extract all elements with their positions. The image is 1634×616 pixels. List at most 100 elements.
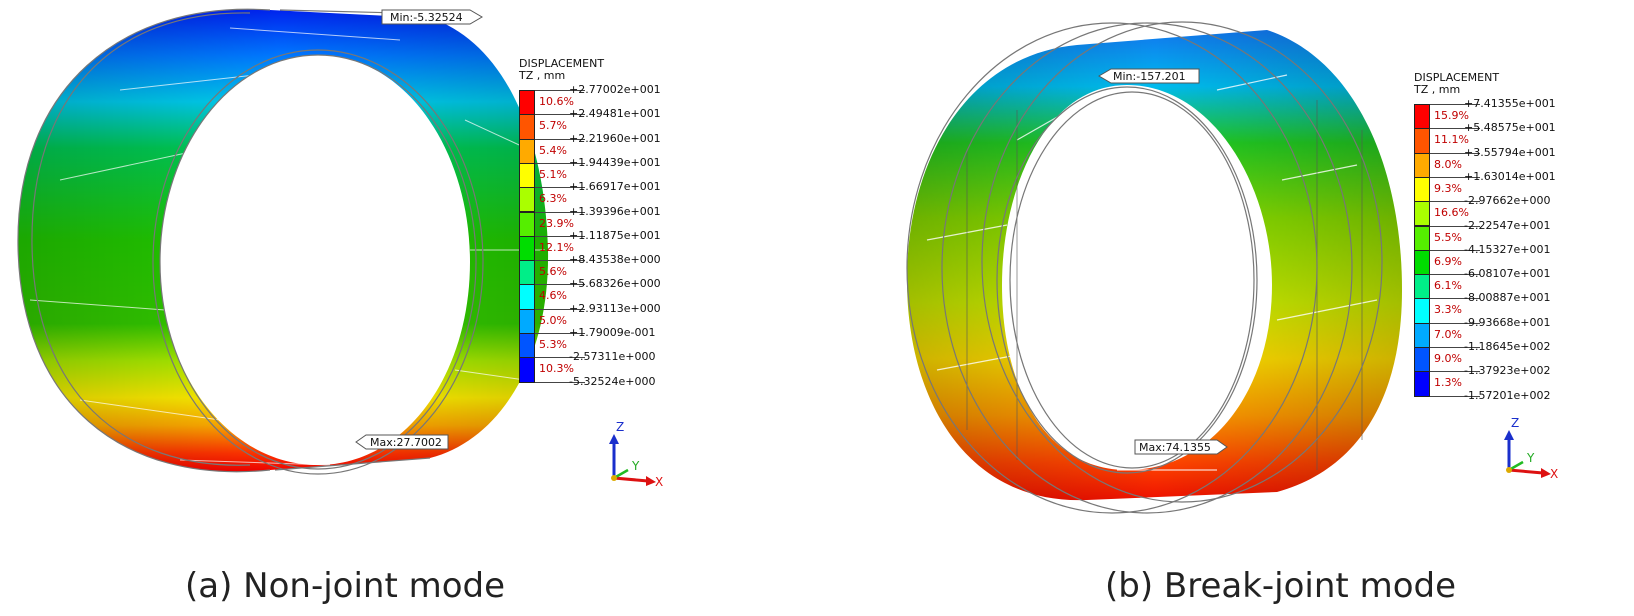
legend-swatch (1414, 322, 1430, 348)
legend-percent: 15.9% (1434, 109, 1469, 122)
legend-percent: 5.0% (539, 313, 567, 327)
legend-percent: 6.1% (1434, 279, 1462, 293)
caption-b: (b) Break-joint mode (1105, 566, 1456, 606)
legend-percent: 16.6% (1434, 206, 1469, 220)
legend-tick (535, 308, 585, 310)
legend-swatch (519, 235, 535, 262)
legend-percent: 9.0% (1434, 352, 1462, 365)
max-marker-b: Max:74.1355 (1134, 439, 1228, 455)
legend-swatch (519, 308, 535, 334)
legend-tick (535, 333, 585, 334)
legend-tick (1430, 176, 1480, 178)
legend-tick (1430, 371, 1480, 373)
panel-non-joint: Min:-5.32524 Max:27.7002 Z Y X DISPLACEM… (17, 8, 663, 606)
panel-break-joint: Min:-157.201 Max:74.1355 Z Y X DISPLACEM… (817, 0, 1634, 616)
legend-tick (535, 114, 585, 116)
legend-value: +3.55794e+001 (1464, 145, 1556, 159)
axis-triad-a: Z Y X (609, 420, 663, 489)
legend-value: -5.32524e+000 (569, 374, 656, 388)
legend-swatch (1414, 128, 1430, 154)
axis-triad-b: Z Y X (1504, 416, 1558, 481)
legend-swatch (519, 333, 535, 359)
legend-value: +2.49481e+001 (569, 107, 661, 121)
legend-percent: 10.6% (539, 95, 574, 108)
legend-swatch (1414, 371, 1430, 397)
max-label: Max:27.7002 (370, 436, 442, 449)
legend-tick (535, 284, 585, 286)
legend-value: -9.93668e+001 (1464, 315, 1551, 329)
legend-value: +1.94439e+001 (569, 155, 661, 169)
legend-swatch (519, 114, 535, 140)
legend-tick (1430, 128, 1480, 130)
legend-swatch (1414, 225, 1430, 251)
legend-swatch (1414, 104, 1430, 130)
axis-z-label: Z (1511, 416, 1519, 430)
legend-title: DISPLACEMENT TZ , mm (519, 57, 605, 82)
legend-percent: 1.3% (1434, 376, 1462, 390)
legend-tick (1430, 298, 1480, 300)
legend-percent: 3.3% (1434, 303, 1462, 317)
ring-contour-plot-b: Min:-157.201 Max:74.1355 Z Y X (906, 21, 1558, 514)
legend-swatch (1414, 249, 1430, 276)
legend-value: +5.68326e+000 (569, 277, 661, 291)
legend-value: +8.43538e+000 (569, 253, 661, 267)
legend-swatch (519, 260, 535, 286)
axis-y-label: Y (1526, 451, 1535, 465)
legend-percent: 11.1% (1434, 133, 1469, 147)
legend-tick (1430, 104, 1480, 105)
legend-percent: 6.3% (539, 192, 567, 206)
legend-percent: 5.7% (539, 119, 567, 133)
legend-value: +1.79009e-001 (569, 326, 656, 339)
legend-swatch (519, 187, 535, 213)
legend-value: -1.37923e+002 (1464, 364, 1551, 378)
legend-percent: 5.6% (539, 265, 567, 279)
legend-swatch (519, 284, 535, 310)
legend-swatch (1414, 274, 1430, 300)
ring-contour-plot-a: Min:-5.32524 Max:27.7002 Z Y X (17, 8, 663, 489)
max-marker-a: Max:27.7002 (355, 434, 449, 450)
legend-tick (1430, 225, 1480, 227)
legend-tick (1430, 249, 1480, 251)
legend-value: +1.66917e+001 (569, 180, 661, 194)
legend-swatch (519, 162, 535, 189)
legend-tick (535, 235, 585, 237)
legend-value: -2.57311e+000 (569, 350, 656, 364)
legend-tick (1430, 322, 1480, 324)
legend-value: +1.39396e+001 (569, 204, 661, 218)
legend-value: -6.08107e+001 (1464, 267, 1551, 281)
legend-swatch (1414, 347, 1430, 373)
legend-swatch (1414, 176, 1430, 203)
legend-swatch (519, 357, 535, 383)
min-marker-a: Min:-5.32524 (381, 9, 483, 25)
legend-tick (535, 211, 585, 213)
legend-value: +1.63014e+001 (1464, 169, 1556, 183)
legend-tick (535, 90, 585, 91)
legend-tick (535, 187, 585, 189)
legend-swatch (1414, 152, 1430, 178)
legend-percent: 4.6% (539, 289, 567, 303)
legend-value: +2.93113e+000 (569, 301, 661, 315)
legend-title: DISPLACEMENT TZ , mm (1414, 71, 1500, 96)
legend-tick (535, 260, 585, 262)
legend-tick (1430, 347, 1480, 348)
legend-value: -8.00887e+001 (1464, 291, 1551, 305)
axis-y-label: Y (631, 459, 640, 473)
legend-value: +1.11875e+001 (569, 228, 661, 242)
legend-percent: 8.0% (1434, 157, 1462, 171)
legend-tick (535, 162, 585, 164)
legend-percent: 10.3% (539, 362, 574, 376)
legend-percent: 23.9% (539, 216, 574, 230)
legend-percent: 9.3% (1434, 181, 1462, 195)
max-label: Max:74.1355 (1139, 441, 1211, 454)
legend-value: -2.22547e+001 (1464, 218, 1551, 232)
legend-value: +2.21960e+001 (569, 131, 661, 145)
legend-percent: 5.1% (539, 167, 567, 181)
legend-tick (1430, 152, 1480, 154)
legend-value: +5.48575e+001 (1464, 121, 1556, 135)
legend-tick (535, 138, 585, 140)
legend-percent: 7.0% (1434, 327, 1462, 341)
legend-swatch (1414, 298, 1430, 324)
legend-swatch (519, 211, 535, 237)
legend-value: +7.41355e+001 (1464, 97, 1556, 110)
legend-percent: 6.9% (1434, 254, 1462, 268)
